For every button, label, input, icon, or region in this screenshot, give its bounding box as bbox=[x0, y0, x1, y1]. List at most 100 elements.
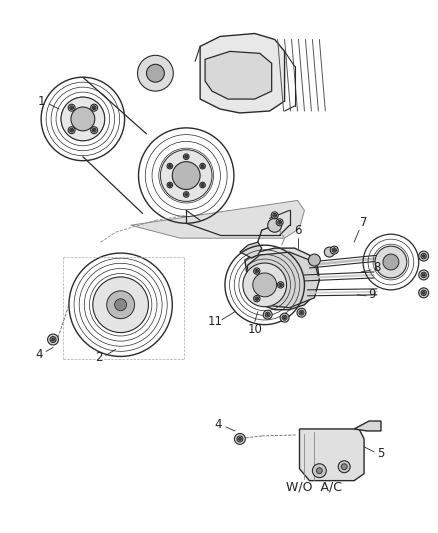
Circle shape bbox=[168, 165, 171, 168]
Circle shape bbox=[255, 270, 257, 272]
Circle shape bbox=[420, 290, 425, 296]
Circle shape bbox=[185, 156, 187, 157]
Circle shape bbox=[137, 55, 173, 91]
Circle shape bbox=[146, 64, 164, 82]
Circle shape bbox=[266, 313, 268, 316]
Circle shape bbox=[50, 336, 56, 343]
Circle shape bbox=[418, 288, 427, 298]
Circle shape bbox=[71, 107, 95, 131]
Circle shape bbox=[169, 184, 170, 185]
Text: 5: 5 bbox=[376, 447, 384, 461]
Circle shape bbox=[184, 193, 187, 196]
Circle shape bbox=[253, 268, 259, 274]
Circle shape bbox=[71, 130, 72, 131]
Circle shape bbox=[312, 464, 325, 478]
Circle shape bbox=[184, 155, 187, 158]
Polygon shape bbox=[205, 51, 271, 99]
Text: 4: 4 bbox=[35, 348, 43, 361]
Circle shape bbox=[267, 219, 281, 232]
Circle shape bbox=[254, 297, 258, 301]
Circle shape bbox=[276, 219, 283, 226]
Polygon shape bbox=[299, 429, 363, 481]
Circle shape bbox=[254, 269, 258, 273]
Circle shape bbox=[316, 468, 321, 474]
Circle shape bbox=[252, 273, 276, 297]
Text: 7: 7 bbox=[360, 216, 367, 229]
Circle shape bbox=[185, 194, 187, 195]
Circle shape bbox=[237, 436, 242, 442]
Circle shape bbox=[324, 247, 333, 257]
Polygon shape bbox=[130, 200, 304, 238]
Circle shape bbox=[172, 161, 200, 190]
Circle shape bbox=[421, 274, 424, 276]
Circle shape bbox=[300, 312, 302, 314]
Circle shape bbox=[278, 221, 280, 223]
Circle shape bbox=[160, 150, 212, 201]
Circle shape bbox=[47, 334, 58, 345]
Circle shape bbox=[201, 184, 203, 185]
Circle shape bbox=[253, 295, 259, 302]
Circle shape bbox=[277, 220, 281, 224]
Circle shape bbox=[52, 338, 54, 341]
Circle shape bbox=[68, 127, 75, 134]
Text: 2: 2 bbox=[95, 351, 102, 364]
Text: 4: 4 bbox=[214, 418, 221, 432]
Circle shape bbox=[90, 104, 97, 111]
Text: 9: 9 bbox=[367, 288, 375, 301]
Circle shape bbox=[277, 282, 283, 288]
Circle shape bbox=[71, 107, 72, 109]
Polygon shape bbox=[353, 421, 380, 431]
Circle shape bbox=[255, 298, 257, 300]
Circle shape bbox=[271, 212, 278, 219]
Circle shape bbox=[337, 461, 350, 473]
Circle shape bbox=[282, 315, 286, 320]
Circle shape bbox=[183, 192, 189, 197]
Circle shape bbox=[420, 272, 425, 278]
Circle shape bbox=[93, 130, 95, 131]
Text: 10: 10 bbox=[247, 323, 261, 336]
Circle shape bbox=[168, 183, 171, 187]
Polygon shape bbox=[239, 242, 261, 258]
Circle shape bbox=[283, 317, 285, 319]
Circle shape bbox=[308, 254, 320, 266]
Circle shape bbox=[169, 165, 170, 167]
Circle shape bbox=[201, 165, 204, 168]
Circle shape bbox=[297, 308, 305, 317]
Circle shape bbox=[340, 464, 346, 470]
Circle shape bbox=[183, 154, 189, 159]
Circle shape bbox=[278, 283, 282, 287]
Circle shape bbox=[201, 165, 203, 167]
Circle shape bbox=[90, 127, 97, 134]
Circle shape bbox=[61, 97, 105, 141]
Circle shape bbox=[420, 253, 425, 259]
Circle shape bbox=[238, 438, 241, 440]
Circle shape bbox=[273, 214, 275, 216]
Circle shape bbox=[199, 163, 205, 169]
Circle shape bbox=[92, 277, 148, 333]
Circle shape bbox=[279, 313, 288, 322]
Circle shape bbox=[331, 248, 336, 252]
Circle shape bbox=[167, 182, 172, 188]
Polygon shape bbox=[244, 248, 318, 310]
Circle shape bbox=[93, 107, 95, 109]
Circle shape bbox=[199, 182, 205, 188]
Circle shape bbox=[92, 128, 96, 132]
Text: W/O  A/C: W/O A/C bbox=[286, 480, 342, 493]
Circle shape bbox=[234, 433, 245, 445]
Circle shape bbox=[272, 213, 276, 217]
Circle shape bbox=[167, 163, 172, 169]
Circle shape bbox=[374, 246, 406, 278]
Circle shape bbox=[106, 291, 134, 319]
Circle shape bbox=[332, 249, 335, 251]
Text: 11: 11 bbox=[207, 315, 222, 328]
Circle shape bbox=[92, 106, 96, 110]
Circle shape bbox=[382, 254, 398, 270]
Circle shape bbox=[265, 312, 269, 317]
Circle shape bbox=[329, 246, 337, 254]
Circle shape bbox=[114, 299, 126, 311]
Circle shape bbox=[279, 284, 281, 286]
Circle shape bbox=[418, 251, 427, 261]
Circle shape bbox=[418, 270, 427, 280]
Polygon shape bbox=[200, 34, 284, 113]
Circle shape bbox=[242, 263, 286, 307]
